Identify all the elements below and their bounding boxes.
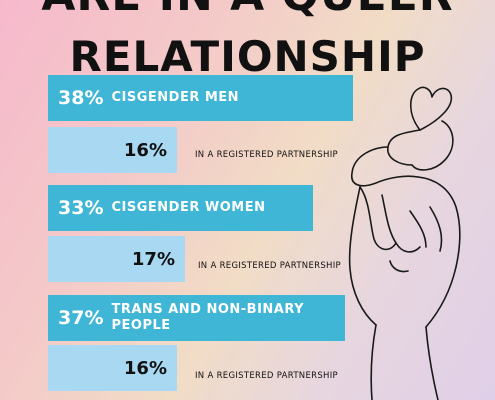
bar-cisgender-women-registered: 17% [48,236,185,282]
bar-category-label: TRANS AND NON-BINARY PEOPLE [111,302,305,333]
registered-value-label: 16% [123,139,167,161]
bar-cisgender-men: 38% CISGENDER MEN [48,75,353,121]
bar-category-label: CISGENDER WOMEN [111,200,266,215]
bar-cisgender-women: 33% CISGENDER WOMEN [48,185,313,231]
registered-value-label: 16% [123,357,167,379]
bar-trans-non-binary-registered: 16% [48,345,177,391]
bar-value-label: 38% [58,87,104,109]
bar-cisgender-men-registered: 16% [48,127,177,173]
bar-value-label: 33% [58,197,104,219]
bar-value-label: 37% [58,307,104,329]
registered-note: IN A REGISTERED PARTNERSHIP [195,150,338,160]
bar-category-label: CISGENDER MEN [111,90,240,105]
bar-trans-non-binary: 37% TRANS AND NON-BINARY PEOPLE [48,295,345,341]
finger-heart-hand-illustration [348,86,461,400]
registered-value-label: 17% [131,248,175,270]
registered-note: IN A REGISTERED PARTNERSHIP [198,261,341,271]
title-line-1: ARE IN A QUEER [0,0,495,21]
title-line-2: RELATIONSHIP [69,32,426,81]
registered-note: IN A REGISTERED PARTNERSHIP [195,371,338,381]
